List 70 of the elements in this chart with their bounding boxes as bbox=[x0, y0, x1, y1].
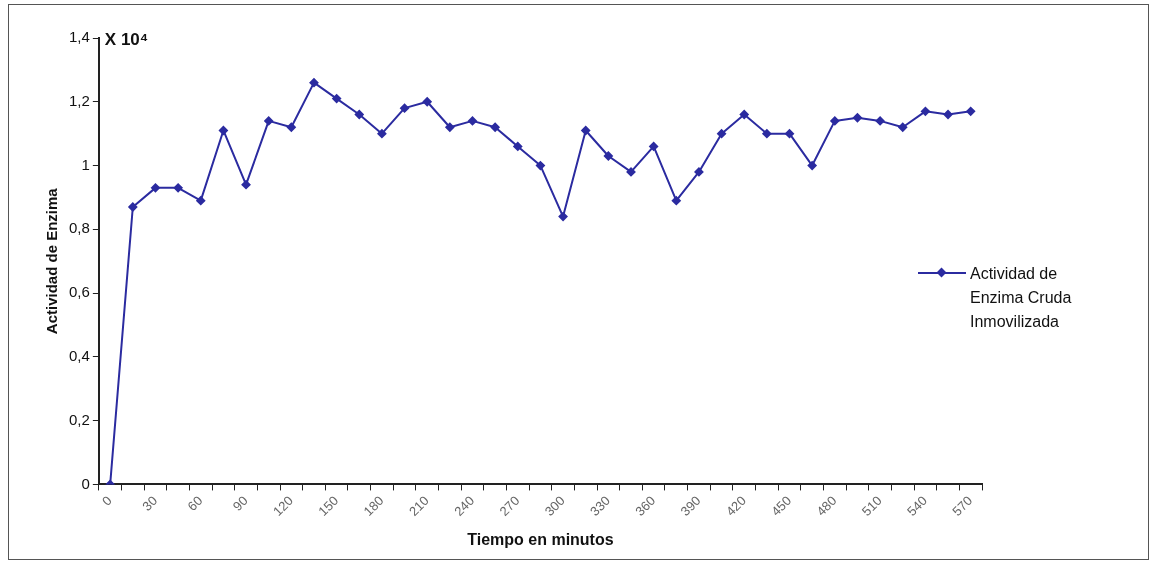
point bbox=[898, 122, 908, 132]
point bbox=[807, 161, 817, 171]
point bbox=[218, 125, 228, 135]
x-tick-label: 390 bbox=[677, 492, 704, 519]
point bbox=[694, 167, 704, 177]
point bbox=[558, 212, 568, 222]
x-tick-label: 210 bbox=[405, 492, 432, 519]
point bbox=[513, 141, 523, 151]
point bbox=[535, 161, 545, 171]
point bbox=[920, 106, 930, 116]
x-tick-label: 0 bbox=[99, 492, 115, 509]
point bbox=[626, 167, 636, 177]
y-tick-label: 0,8 bbox=[68, 219, 90, 237]
point bbox=[603, 151, 613, 161]
point bbox=[943, 110, 953, 120]
point bbox=[875, 116, 885, 126]
y-tick-label: 1,4 bbox=[68, 28, 90, 46]
point bbox=[830, 116, 840, 126]
x-tick-label: 60 bbox=[184, 492, 206, 514]
point bbox=[377, 129, 387, 139]
y-tick-label: 0 bbox=[81, 474, 90, 492]
point bbox=[762, 129, 772, 139]
point bbox=[717, 129, 727, 139]
y-tick-label: 1 bbox=[81, 155, 90, 173]
point bbox=[196, 196, 206, 206]
point bbox=[173, 183, 183, 193]
y-tick-label: 1,2 bbox=[68, 91, 90, 109]
point bbox=[467, 116, 477, 126]
point bbox=[400, 103, 410, 113]
point bbox=[286, 122, 296, 132]
x-tick-label: 180 bbox=[360, 492, 387, 519]
x-tick-label: 540 bbox=[904, 492, 931, 519]
point bbox=[966, 106, 976, 116]
x-tick-label: 510 bbox=[858, 492, 885, 519]
point bbox=[581, 125, 591, 135]
x-tick-label: 480 bbox=[813, 492, 840, 519]
point bbox=[332, 94, 342, 104]
x-tick-label: 90 bbox=[229, 492, 251, 514]
point bbox=[739, 110, 749, 120]
point bbox=[649, 141, 659, 151]
x-tick-label: 450 bbox=[768, 492, 795, 519]
x-tick-label: 420 bbox=[722, 492, 749, 519]
y-tick-label: 0,4 bbox=[68, 347, 90, 365]
point bbox=[354, 110, 364, 120]
x-tick-label: 30 bbox=[139, 492, 161, 514]
point bbox=[852, 113, 862, 123]
point bbox=[422, 97, 432, 107]
point bbox=[309, 78, 319, 88]
x-tick-label: 330 bbox=[587, 492, 614, 519]
x-tick-label: 570 bbox=[949, 492, 976, 519]
x-tick-label: 300 bbox=[541, 492, 568, 519]
x-tick-label: 240 bbox=[451, 492, 478, 519]
y-tick-label: 0,6 bbox=[68, 283, 90, 301]
x-tick-label: 270 bbox=[496, 492, 523, 519]
x-tick-label: 360 bbox=[632, 492, 659, 519]
legend-label: Actividad de Enzima Cruda Inmovilizada bbox=[970, 264, 1073, 332]
x-tick-label: 120 bbox=[270, 492, 296, 519]
point bbox=[264, 116, 274, 126]
x-tick-label: 150 bbox=[315, 492, 342, 519]
point bbox=[785, 129, 795, 139]
x-axis-title: Tiempo en minutos bbox=[467, 530, 614, 548]
point bbox=[671, 196, 681, 206]
point bbox=[445, 122, 455, 132]
annotation: X 10⁴ bbox=[104, 29, 149, 49]
point bbox=[128, 202, 138, 212]
y-axis-title: Actividad de Enzima bbox=[43, 187, 61, 335]
point bbox=[490, 122, 500, 132]
point bbox=[150, 183, 160, 193]
y-tick-label: 0,2 bbox=[68, 410, 90, 428]
point bbox=[241, 180, 251, 190]
